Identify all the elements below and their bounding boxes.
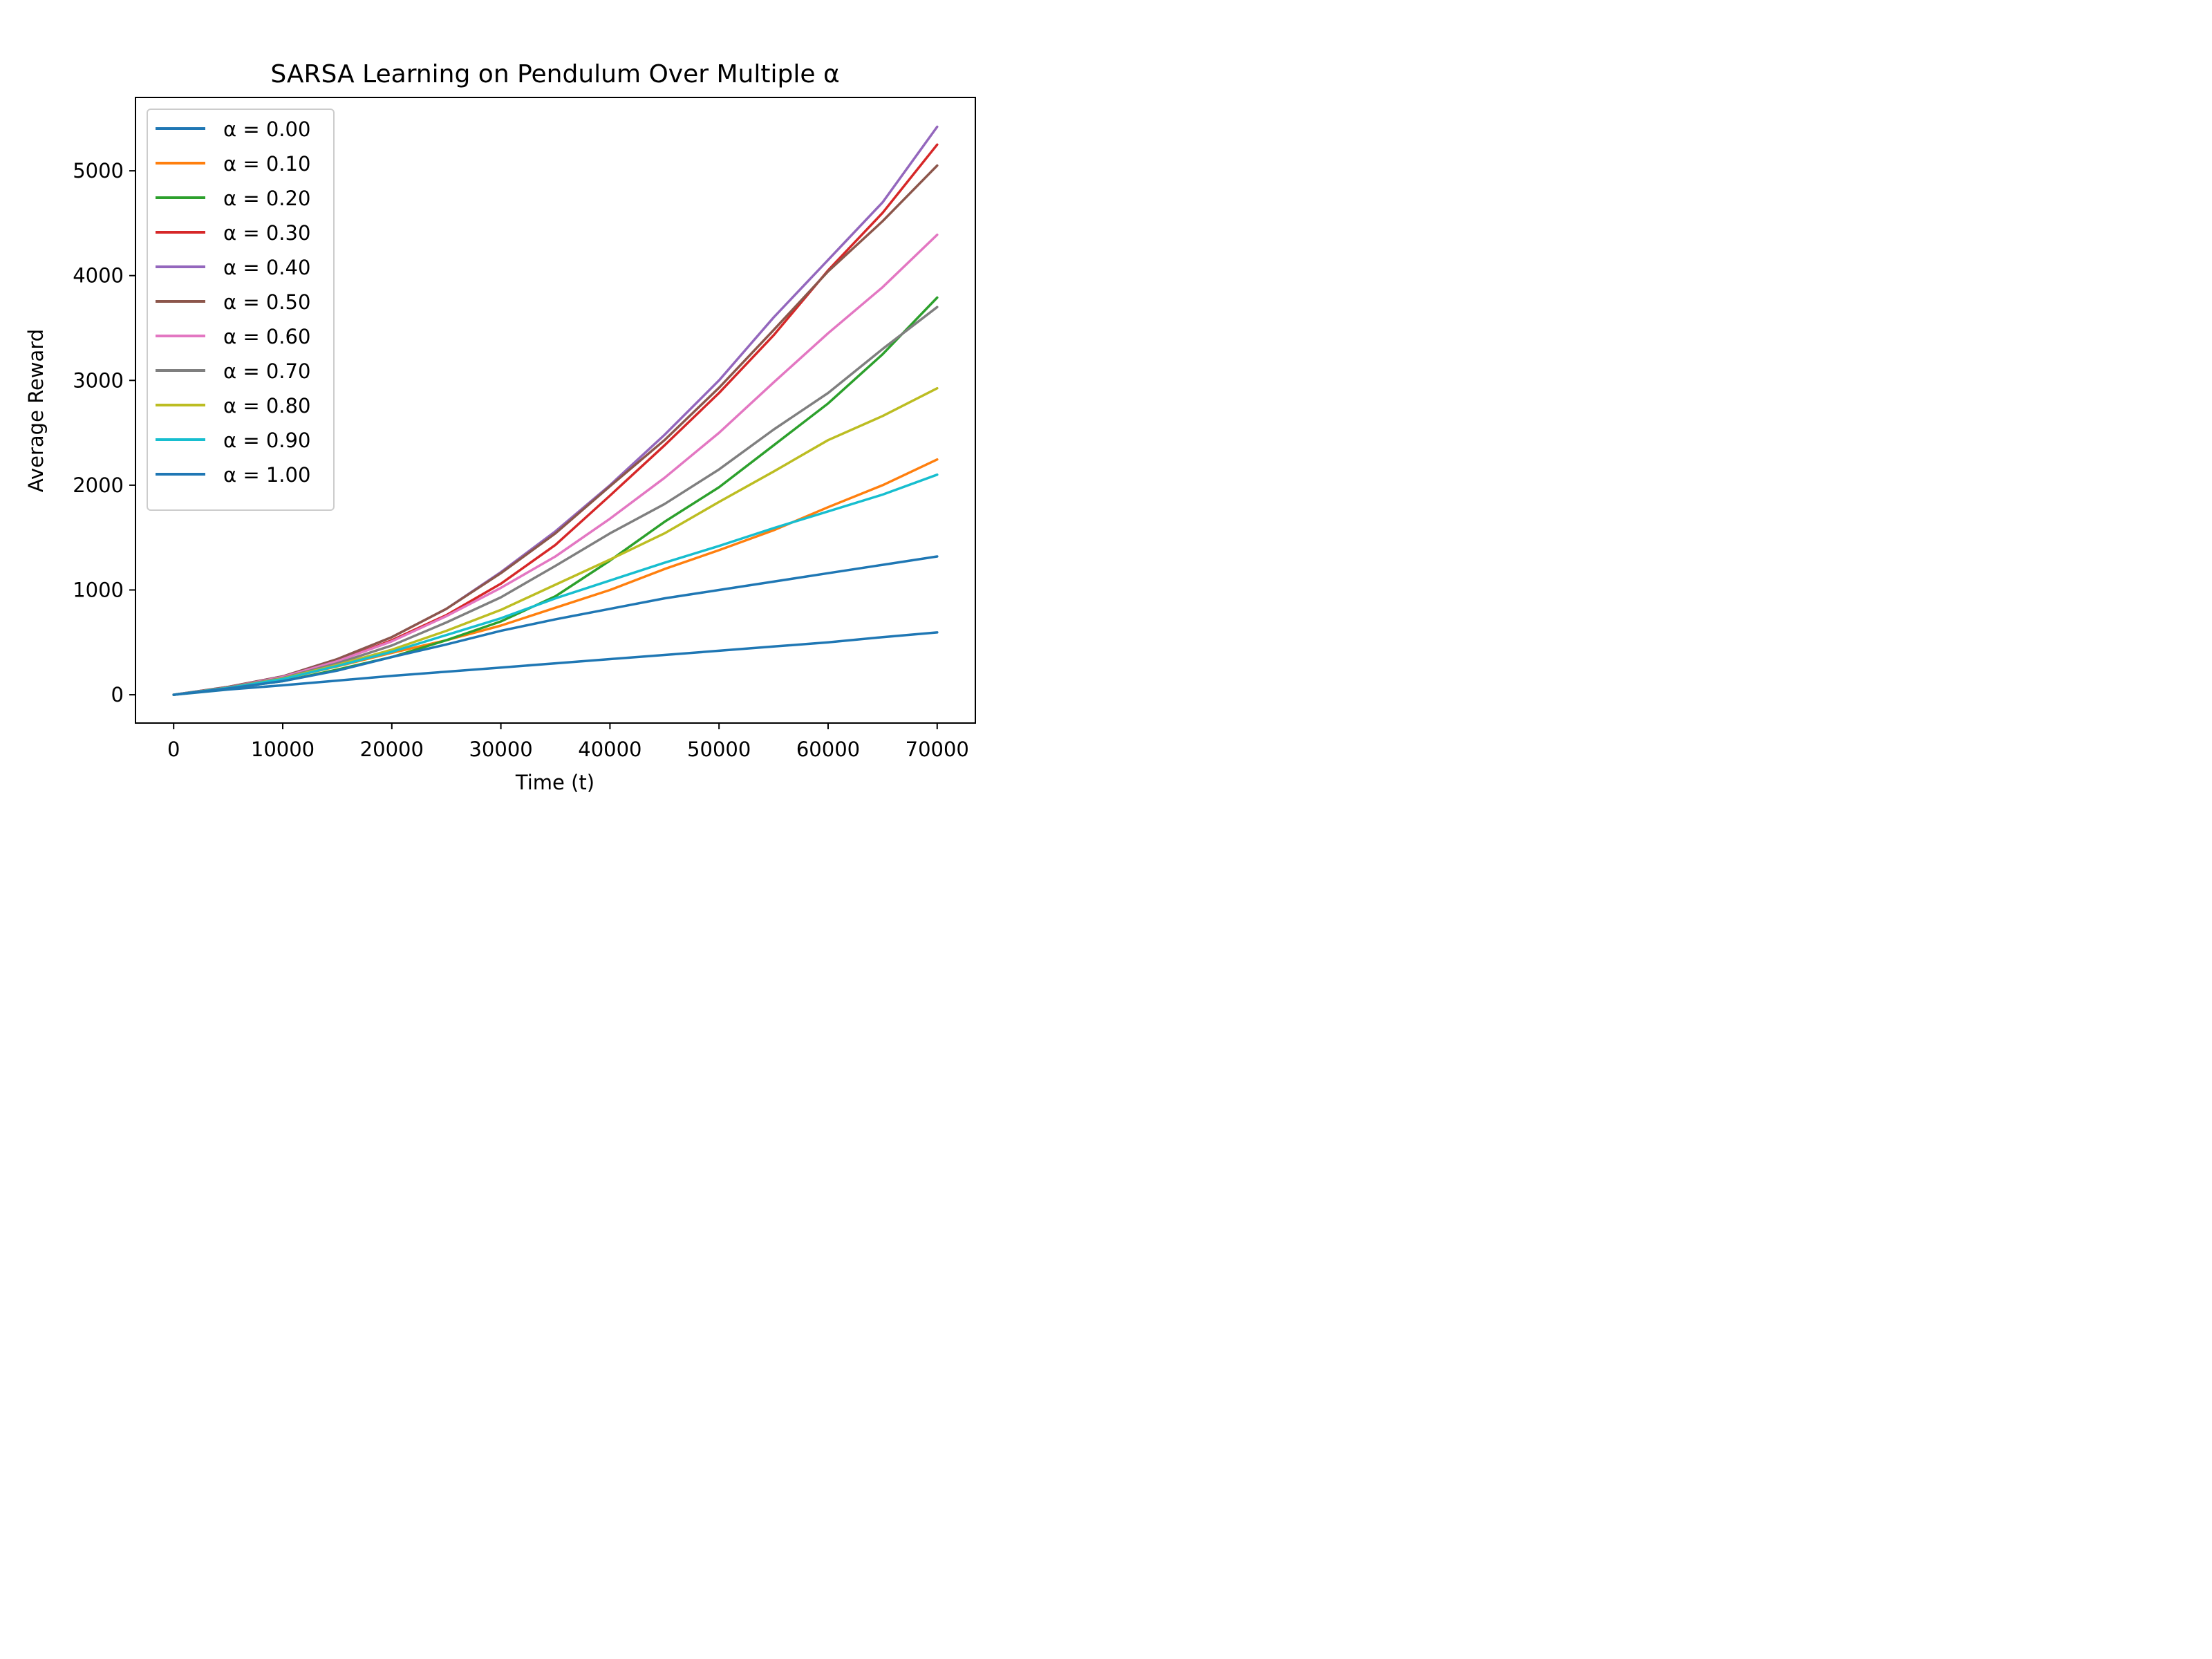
legend-label-0: α = 0.00 bbox=[223, 118, 310, 141]
x-axis-label: Time (t) bbox=[515, 771, 594, 794]
legend-label-4: α = 0.40 bbox=[223, 256, 310, 279]
chart: SARSA Learning on Pendulum Over Multiple… bbox=[0, 0, 1069, 801]
legend-label-3: α = 0.30 bbox=[223, 221, 310, 245]
legend: α = 0.00 α = 0.10 α = 0.20 α = 0.30 α = 0.40… bbox=[147, 109, 335, 511]
x-tick-label-1: 10000 bbox=[251, 738, 315, 761]
series-line-6 bbox=[172, 233, 939, 696]
y-tick-label-1: 1000 bbox=[73, 578, 124, 601]
x-tick-label-6: 60000 bbox=[796, 738, 860, 761]
x-tick-label-3: 30000 bbox=[469, 738, 532, 761]
series-line-0 bbox=[172, 631, 939, 696]
x-tick-label-7: 70000 bbox=[906, 738, 969, 761]
legend-label-7: α = 0.70 bbox=[223, 359, 310, 383]
series-line-10 bbox=[172, 555, 939, 696]
chart-title: SARSA Learning on Pendulum Over Multiple… bbox=[270, 60, 839, 88]
y-axis-label: Average Reward bbox=[24, 329, 48, 492]
legend-label-2: α = 0.20 bbox=[223, 187, 310, 210]
legend-label-10: α = 1.00 bbox=[223, 463, 310, 487]
x-tick-label-5: 50000 bbox=[687, 738, 751, 761]
y-tick-label-3: 3000 bbox=[73, 368, 124, 392]
legend-label-8: α = 0.80 bbox=[223, 394, 310, 418]
y-tick-label-5: 5000 bbox=[73, 159, 124, 182]
y-tick-label-2: 2000 bbox=[73, 474, 124, 497]
y-tick-label-0: 0 bbox=[111, 683, 124, 706]
legend-label-1: α = 0.10 bbox=[223, 152, 310, 176]
legend-label-6: α = 0.60 bbox=[223, 325, 310, 348]
x-tick-label-4: 40000 bbox=[578, 738, 641, 761]
ticks-layer: 0 10000 20000 30000 40000 50000 60000 70000 0 100… bbox=[73, 159, 969, 761]
series-line-9 bbox=[172, 473, 939, 696]
x-tick-label-2: 20000 bbox=[360, 738, 424, 761]
legend-label-5: α = 0.50 bbox=[223, 290, 310, 314]
legend-label-9: α = 0.90 bbox=[223, 429, 310, 452]
y-tick-label-4: 4000 bbox=[73, 264, 124, 288]
series-layer bbox=[172, 125, 939, 696]
x-tick-label-0: 0 bbox=[167, 738, 180, 761]
plot-area-frame bbox=[135, 97, 976, 724]
legend-box bbox=[147, 109, 335, 511]
